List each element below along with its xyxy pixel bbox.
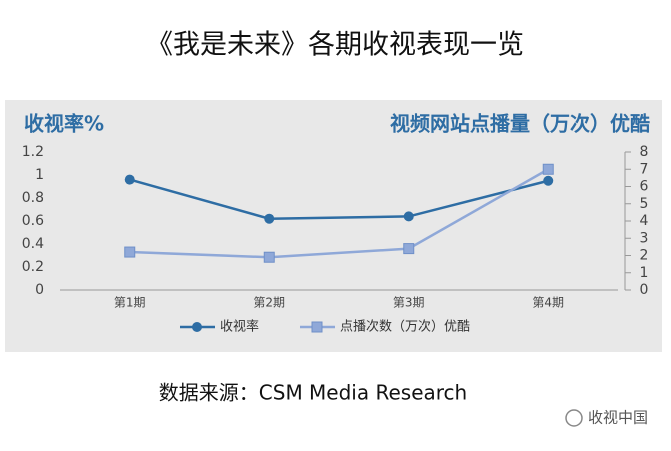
y-tick-label: 1.2: [22, 144, 44, 160]
x-tick-label: 第2期: [253, 296, 285, 310]
data-point: [264, 213, 275, 224]
data-point: [542, 163, 554, 175]
y2-tick-label: 8: [640, 144, 649, 160]
legend-marker: [192, 322, 202, 332]
x-tick-label: 第3期: [393, 296, 425, 310]
y-tick-label: 0: [35, 282, 44, 298]
data-point: [543, 175, 554, 186]
legend-label: 收视率: [220, 319, 259, 335]
legend-label: 点播次数（万次）优酷: [340, 319, 470, 335]
y2-tick-label: 7: [640, 161, 649, 177]
y-tick-label: 1: [35, 167, 44, 183]
y-tick-label: 0.2: [22, 259, 44, 275]
y2-tick-label: 6: [640, 179, 649, 195]
x-tick-label: 第4期: [532, 296, 564, 310]
y2-tick-label: 1: [640, 265, 649, 281]
source-note: 数据来源：CSM Media Research: [159, 381, 467, 405]
y2-tick-label: 5: [640, 196, 649, 212]
watermark-icon: [565, 409, 583, 427]
watermark: 收视中国: [588, 409, 648, 427]
chart-panel: [5, 100, 662, 352]
series-line: [129, 178, 549, 220]
data-point: [403, 211, 414, 222]
y2-tick-label: 0: [640, 282, 649, 298]
y-tick-label: 0.8: [22, 190, 44, 206]
y-axis-title: 收视率%: [24, 112, 104, 136]
data-point: [124, 246, 136, 258]
y2-tick-label: 3: [640, 230, 649, 246]
y2-tick-label: 2: [640, 248, 649, 264]
y2-tick-label: 4: [640, 213, 649, 229]
legend-marker: [311, 321, 323, 333]
y-tick-label: 0.4: [22, 236, 44, 252]
data-point: [263, 251, 275, 263]
y2-axis-title: 视频网站点播量（万次）优酷: [390, 112, 650, 136]
x-tick-label: 第1期: [114, 296, 146, 310]
chart-title: 《我是未来》各期收视表现一览: [146, 30, 524, 61]
data-point: [124, 174, 135, 185]
data-point: [403, 243, 415, 255]
series-line: [129, 168, 549, 259]
y-tick-label: 0.6: [22, 213, 44, 229]
